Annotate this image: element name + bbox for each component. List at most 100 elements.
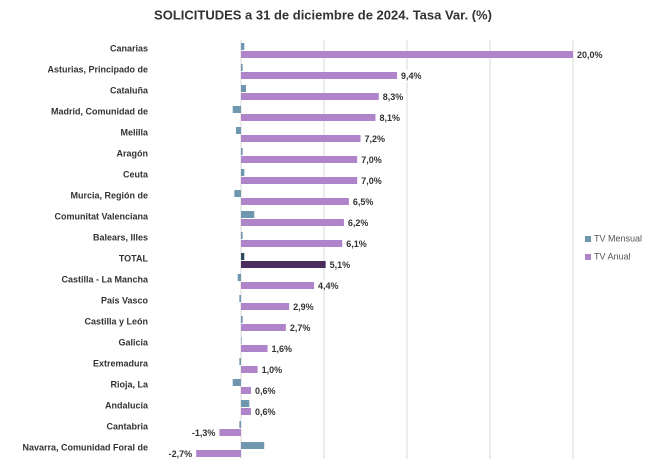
bar: [241, 400, 250, 407]
bar: [241, 282, 315, 289]
category-label: Canarias: [110, 43, 148, 53]
data-label: 9,4%: [401, 71, 422, 81]
bar: [241, 337, 242, 344]
bar: [241, 442, 265, 449]
data-label-bg: [345, 216, 371, 229]
data-label: 0,6%: [255, 407, 276, 417]
data-label-bg: [166, 447, 195, 459]
bar: [241, 148, 243, 155]
bar: [241, 177, 358, 184]
data-label: 7,0%: [361, 155, 382, 165]
data-label: -2,7%: [169, 449, 193, 459]
category-label: Murcia, Región de: [70, 190, 148, 200]
data-label-bg: [380, 90, 406, 103]
category-label: País Vasco: [101, 295, 149, 305]
data-label: 8,1%: [379, 113, 400, 123]
data-label: 1,6%: [272, 344, 293, 354]
bar: [219, 429, 241, 436]
legend-label: TV Anual: [594, 251, 631, 261]
bar: [241, 345, 268, 352]
bar: [241, 114, 376, 121]
bar: [241, 387, 251, 394]
data-label: -1,3%: [192, 428, 216, 438]
category-label: Ceuta: [123, 169, 149, 179]
bar: [241, 261, 326, 268]
bar: [232, 379, 241, 386]
category-label: Castilla - La Mancha: [61, 274, 149, 284]
bar: [241, 135, 361, 142]
data-label: 2,9%: [293, 302, 314, 312]
data-label-bg: [189, 426, 218, 439]
bar: [232, 106, 241, 113]
chart-title: SOLICITUDES a 31 de diciembre de 2024. T…: [154, 7, 492, 22]
legend-swatch: [585, 254, 591, 260]
bar: [241, 72, 398, 79]
category-label: TOTAL: [119, 253, 149, 263]
bar: [241, 240, 343, 247]
data-label: 1,0%: [262, 365, 283, 375]
bar: [241, 316, 243, 323]
bar: [241, 366, 258, 373]
bar: [241, 232, 243, 239]
bar: [239, 295, 241, 302]
data-label-bg: [399, 69, 424, 82]
legend-label: TV Mensual: [594, 233, 642, 243]
bar: [241, 85, 246, 92]
data-label: 20,0%: [577, 50, 603, 60]
data-label: 2,7%: [290, 323, 311, 333]
category-label: Extremadura: [93, 358, 149, 368]
data-label-bg: [327, 258, 353, 271]
category-label: Andalucía: [105, 400, 149, 410]
bar: [241, 51, 573, 58]
bar: [237, 274, 241, 281]
bar: [241, 219, 344, 226]
data-label-bg: [359, 153, 384, 166]
category-label: Balears, Illes: [93, 232, 148, 242]
bar: [241, 303, 290, 310]
bar: [196, 450, 241, 457]
bar: [241, 169, 245, 176]
category-label: Asturias, Principado de: [47, 64, 148, 74]
data-label: 6,1%: [346, 239, 367, 249]
category-label: Castilla y León: [84, 316, 148, 326]
bar: [241, 198, 349, 205]
data-label: 6,2%: [348, 218, 369, 228]
data-label: 7,0%: [361, 176, 382, 186]
data-label-bg: [575, 48, 605, 61]
bar: [234, 190, 241, 197]
data-label-bg: [291, 300, 316, 313]
data-label-bg: [359, 174, 384, 187]
category-label: Navarra, Comunidad Foral de: [22, 442, 148, 452]
category-label: Madrid, Comunidad de: [51, 106, 148, 116]
category-label: Galicia: [118, 337, 149, 347]
data-label-bg: [316, 279, 341, 292]
data-label-bg: [252, 405, 278, 418]
category-label: Rioja, La: [110, 379, 149, 389]
bar: [241, 93, 379, 100]
data-label-bg: [350, 195, 376, 208]
data-label-bg: [362, 132, 388, 145]
bar: [241, 156, 358, 163]
category-label: Comunitat Valenciana: [54, 211, 149, 221]
data-label-bg: [269, 342, 295, 355]
bar: [241, 408, 251, 415]
data-label: 0,6%: [255, 386, 276, 396]
bar: [241, 211, 255, 218]
bar: [241, 64, 243, 71]
data-label-bg: [344, 237, 369, 250]
bar: [239, 421, 241, 428]
data-label-bg: [377, 111, 402, 124]
data-label: 8,3%: [383, 92, 404, 102]
data-label: 6,5%: [353, 197, 374, 207]
data-label-bg: [252, 384, 278, 397]
category-label: Cataluña: [110, 85, 149, 95]
bar: [239, 358, 241, 365]
bar: [241, 324, 286, 331]
bar: [241, 253, 245, 260]
bar: [241, 43, 245, 50]
data-label: 4,4%: [318, 281, 339, 291]
data-label-bg: [287, 321, 313, 334]
data-label: 5,1%: [330, 260, 351, 270]
category-label: Aragón: [117, 148, 149, 158]
